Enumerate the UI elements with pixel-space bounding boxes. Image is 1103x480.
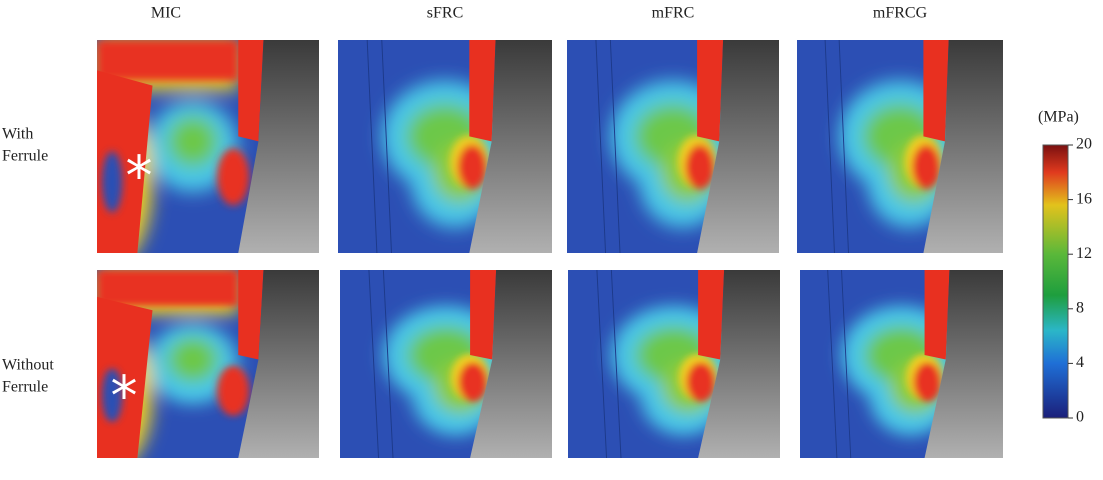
colorbar xyxy=(1042,144,1069,419)
column-headers: MIC sFRC mFRC mFRCG xyxy=(151,5,928,22)
row-label: Without xyxy=(2,357,54,374)
colorbar-unit: (MPa) xyxy=(1038,109,1079,126)
tick-label: 16 xyxy=(1076,190,1092,207)
row-label: Ferrule xyxy=(2,148,48,165)
colorbar-ticks: 0 4 8 12 16 20 xyxy=(1068,136,1092,426)
marker: * xyxy=(126,145,153,208)
stress-map xyxy=(338,40,552,253)
row-label: With xyxy=(2,126,33,143)
row-label: Ferrule xyxy=(2,379,48,396)
tick-label: 8 xyxy=(1076,299,1084,316)
marker: * xyxy=(111,365,138,428)
stress-map xyxy=(567,40,779,253)
stress-map xyxy=(797,40,1003,253)
stress-map xyxy=(568,270,780,458)
stress-map xyxy=(340,270,552,458)
column-label: MIC xyxy=(151,5,181,22)
column-label: mFRC xyxy=(652,5,695,22)
tick-label: 12 xyxy=(1076,245,1092,262)
column-label: mFRCG xyxy=(873,5,928,22)
tick-label: 0 xyxy=(1076,409,1084,426)
tick-label: 4 xyxy=(1076,354,1084,371)
tick-label: 20 xyxy=(1076,136,1092,153)
column-label: sFRC xyxy=(427,5,463,22)
stress-map xyxy=(82,40,319,263)
stress-map xyxy=(800,270,1003,458)
